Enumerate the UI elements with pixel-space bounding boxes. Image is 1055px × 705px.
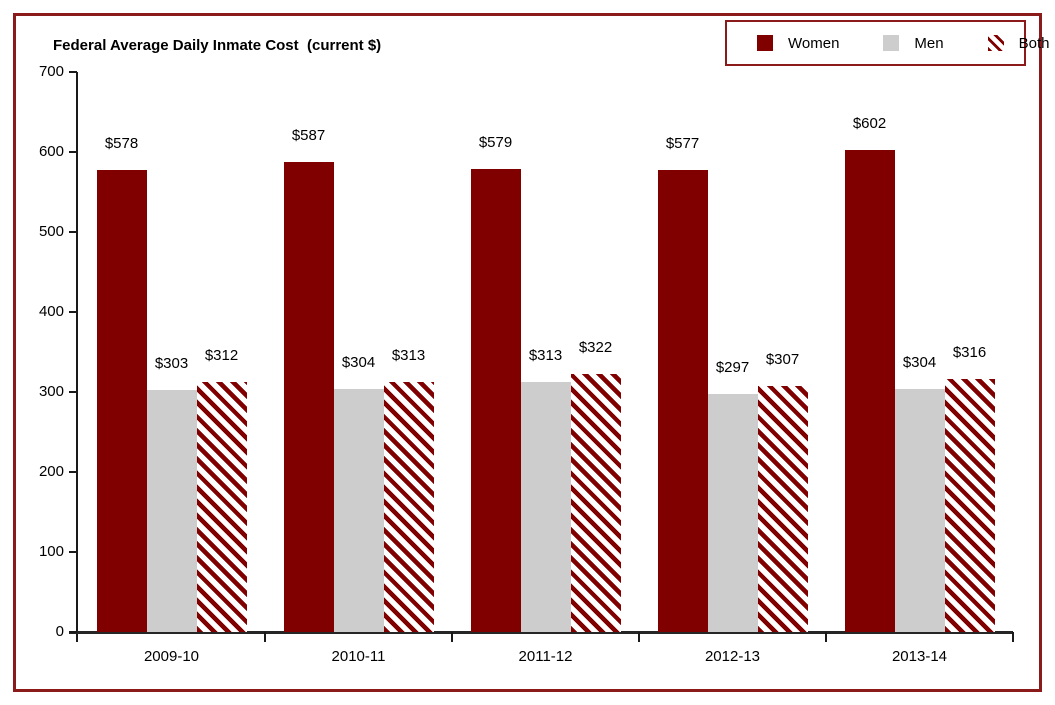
- x-category-label-2009-10: 2009-10: [143, 648, 200, 665]
- y-axis-line: [76, 72, 78, 642]
- legend-swatch-women: [757, 35, 773, 51]
- y-tick: [69, 391, 77, 393]
- bar-value-label: $297: [715, 359, 750, 377]
- bar-value-label: $312: [204, 347, 239, 365]
- x-category-label-2010-11: 2010-11: [331, 648, 386, 665]
- x-tick: [1012, 632, 1014, 642]
- y-tick-label: 0: [55, 623, 64, 640]
- bar-value-label: $313: [391, 346, 426, 364]
- y-tick: [69, 471, 77, 473]
- bar-both-2011-12: $322: [570, 339, 621, 632]
- x-category-label-2012-13: 2012-13: [704, 648, 761, 665]
- chart-title: Federal Average Daily Inmate Cost (curre…: [53, 37, 382, 54]
- legend-item-women: Women: [757, 35, 839, 52]
- bar-value-label: $602: [852, 115, 887, 133]
- x-tick: [825, 632, 827, 642]
- legend-label-women: Women: [788, 34, 840, 52]
- bar-women-2010-11: $587: [283, 127, 334, 632]
- bar-both-2009-10: $312: [196, 347, 247, 632]
- y-tick: [69, 551, 77, 553]
- bar-value-label: $587: [291, 127, 326, 145]
- bar-value-label: $304: [902, 353, 937, 371]
- bar-group-2010-11: $587 $304 $313: [265, 72, 452, 632]
- x-tick: [264, 632, 266, 642]
- bar-value-label: $322: [578, 339, 613, 357]
- bar-group-2012-13: $577 $297 $307: [639, 72, 826, 632]
- x-tick: [451, 632, 453, 642]
- bar-men-2013-14: $304: [894, 354, 945, 632]
- bar-men-2011-12: $313: [520, 347, 571, 632]
- bar-value-label: $578: [104, 134, 139, 152]
- bar-group-2013-14: $602 $304 $316: [826, 72, 1013, 632]
- y-tick: [69, 71, 77, 73]
- bar-group-2009-10: $578 $303 $312: [78, 72, 265, 632]
- bar-both-2013-14: $316: [944, 344, 995, 632]
- bar-value-label: $307: [765, 351, 800, 369]
- x-category-label-2011-12: 2011-12: [518, 648, 573, 665]
- legend-swatch-men: [883, 35, 900, 51]
- bar-value-label: $304: [341, 353, 376, 371]
- bar-value-label: $577: [665, 135, 700, 153]
- bar-women-2012-13: $577: [657, 135, 708, 632]
- bar-women-2009-10: $578: [96, 135, 147, 632]
- legend-item-both: Both: [987, 34, 1050, 52]
- bar-men-2010-11: $304: [333, 354, 384, 632]
- bar-value-label: $579: [478, 133, 513, 151]
- legend-label-both: Both: [1018, 34, 1050, 52]
- bar-women-2011-12: $579: [470, 134, 521, 632]
- y-tick-label: 600: [38, 143, 64, 160]
- x-category-label-2013-14: 2013-14: [891, 648, 948, 665]
- y-tick-label: 500: [38, 223, 64, 240]
- y-tick-label: 200: [38, 463, 64, 480]
- legend-item-men: Men: [883, 34, 944, 52]
- x-tick: [638, 632, 640, 642]
- y-tick: [69, 151, 77, 153]
- plot-area: $578 $303 $312 $587 $304 $313 $579 $313 $322 $577…: [78, 72, 1013, 632]
- bar-value-label: $313: [528, 346, 563, 364]
- bar-value-label: $316: [952, 344, 987, 362]
- legend-swatch-both: [987, 35, 1004, 51]
- bar-both-2012-13: $307: [757, 351, 808, 632]
- y-tick-label: 300: [38, 383, 64, 400]
- bar-group-2011-12: $579 $313 $322: [452, 72, 639, 632]
- y-tick: [69, 311, 77, 313]
- y-tick-label: 700: [38, 63, 64, 80]
- y-tick-label: 100: [38, 543, 64, 560]
- bar-men-2012-13: $297: [707, 359, 758, 632]
- bar-value-label: $303: [154, 354, 189, 372]
- bar-both-2010-11: $313: [383, 347, 434, 632]
- y-tick: [69, 631, 77, 633]
- y-tick: [69, 231, 77, 233]
- bar-men-2009-10: $303: [146, 355, 197, 632]
- y-tick-label: 400: [38, 303, 64, 320]
- legend: Women Men Both: [725, 20, 1049, 66]
- legend-label-men: Men: [914, 34, 944, 52]
- x-axis-line: [69, 631, 1013, 634]
- bar-women-2013-14: $602: [844, 115, 895, 632]
- x-category-labels: 2009-10 2010-11 2011-12 2012-13 2013-14: [78, 648, 1013, 665]
